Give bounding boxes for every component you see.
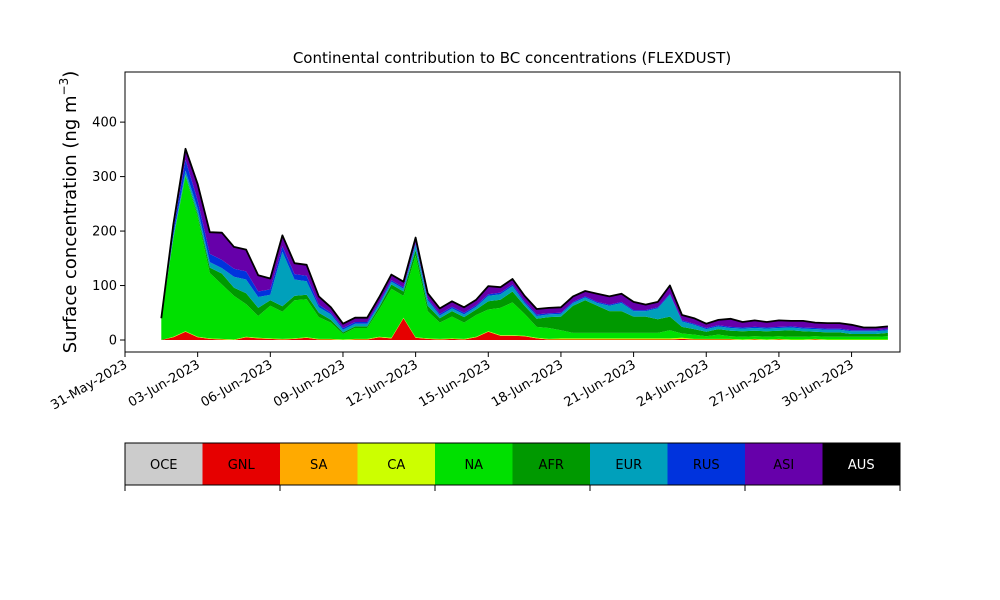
legend-label-ca: CA	[387, 458, 405, 473]
legend-colorbar: OCE GNL SA CA NA AFR EUR RUS ASI AUS	[124, 442, 901, 491]
x-tick-label: 12-Jun-2023	[344, 357, 421, 410]
legend-swatch-aus	[822, 443, 900, 485]
legend-swatch-asi	[745, 443, 823, 485]
x-tick-label: 09-Jun-2023	[271, 357, 348, 410]
x-axis-ticks: 31-May-202303-Jun-202306-Jun-202309-Jun-…	[48, 352, 857, 413]
area-na	[161, 176, 888, 340]
x-tick-label: 31-May-2023	[48, 357, 130, 413]
legend-swatch-na	[435, 443, 513, 485]
legend-swatch-sa	[280, 443, 358, 485]
y-axis-label: Surface concentration (ng m−3)	[57, 71, 81, 354]
legend-swatch-eur	[590, 443, 668, 485]
total-concentration-line	[160, 147, 888, 329]
legend-swatch-ca	[357, 443, 435, 485]
legend-label-aus: AUS	[848, 458, 875, 473]
y-tick-label: 100	[92, 279, 117, 294]
legend-frame	[124, 442, 901, 486]
legend-label-afr: AFR	[539, 458, 564, 473]
y-tick-label: 0	[109, 334, 117, 349]
x-tick-label: 30-Jun-2023	[780, 357, 857, 410]
y-axis-label-superscript: −3	[57, 78, 71, 96]
x-tick-label: 03-Jun-2023	[126, 357, 203, 410]
x-tick-label: 06-Jun-2023	[198, 357, 275, 410]
legend-swatch-afr	[512, 443, 590, 485]
legend-label-rus: RUS	[693, 458, 720, 473]
y-tick-label: 400	[92, 116, 117, 131]
legend-swatch-gnl	[202, 443, 280, 485]
legend-label-gnl: GNL	[228, 458, 256, 473]
legend-label-oce: OCE	[150, 458, 178, 473]
x-tick-label: 15-Jun-2023	[416, 357, 493, 410]
chart-title: Continental contribution to BC concentra…	[293, 49, 731, 67]
y-axis-ticks: 0 100 200 300 400	[92, 116, 125, 349]
y-axis-label-main: Surface concentration (ng m	[60, 95, 81, 353]
y-tick-label: 200	[92, 225, 117, 240]
legend-swatch-rus	[667, 443, 745, 485]
legend-label-na: NA	[464, 458, 483, 473]
x-tick-label: 21-Jun-2023	[562, 357, 639, 410]
legend-swatch-oce	[125, 443, 203, 485]
x-tick-label: 27-Jun-2023	[707, 357, 784, 410]
legend-label-asi: ASI	[773, 458, 794, 473]
y-axis-label-close: )	[60, 71, 81, 78]
y-tick-label: 300	[92, 170, 117, 185]
x-tick-label: 18-Jun-2023	[489, 357, 566, 410]
legend-label-eur: EUR	[615, 458, 642, 473]
legend-label-sa: SA	[310, 458, 327, 473]
stacked-areas	[161, 148, 888, 340]
x-tick-label: 24-Jun-2023	[634, 357, 711, 410]
plot-frame	[124, 71, 901, 353]
